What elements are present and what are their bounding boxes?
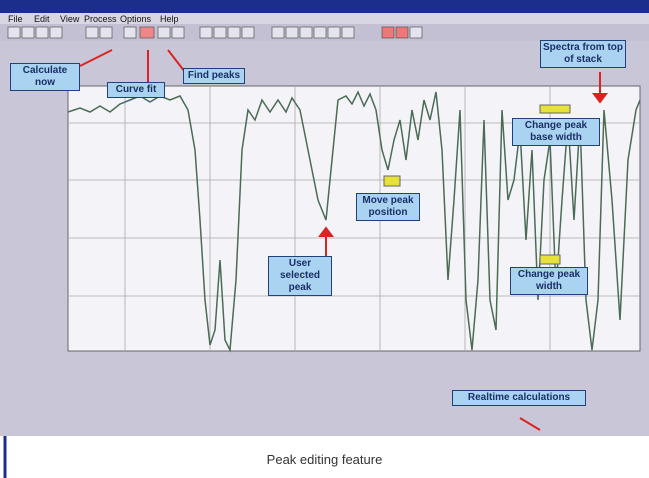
callout: Move peak position [356, 193, 420, 221]
title-bar [0, 0, 649, 13]
caption: Peak editing feature [0, 452, 649, 467]
callout: Find peaks [183, 68, 245, 84]
menu-item[interactable]: Help [160, 14, 179, 24]
callout: Curve fit [107, 82, 165, 98]
callout: Spectra from top of stack [540, 40, 626, 68]
callout: User selected peak [268, 256, 332, 296]
menu-item[interactable]: File [8, 14, 23, 24]
menu-item[interactable]: Process [84, 14, 117, 24]
handle [384, 176, 400, 186]
handle [540, 105, 570, 113]
callout: Realtime calculations [452, 390, 586, 406]
window [0, 0, 649, 478]
callout: Change peak width [510, 267, 588, 295]
menu-item[interactable]: Options [120, 14, 151, 24]
handle [540, 255, 560, 264]
callout: Change peak base width [512, 118, 600, 146]
menu-item[interactable]: Edit [34, 14, 50, 24]
screenshot: File Edit View ProcessOptions Help Calculate… [0, 0, 649, 478]
menu-item[interactable]: View [60, 14, 79, 24]
callout: Calculate now [10, 63, 80, 91]
